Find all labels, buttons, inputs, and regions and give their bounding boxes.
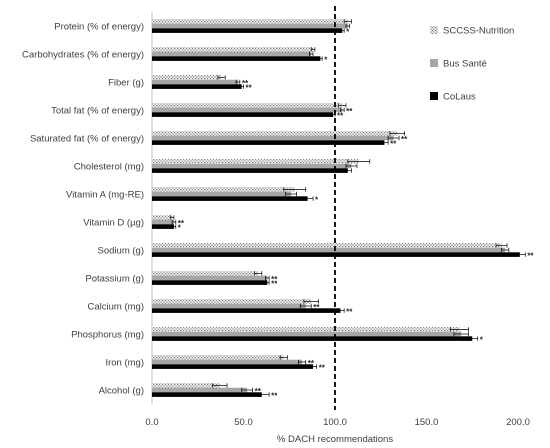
significance-marker: **	[346, 107, 353, 116]
legend-swatch-colaus	[430, 92, 438, 100]
bar-sccss-nutrition-phosphorus-mg	[152, 327, 460, 332]
significance-marker: *	[315, 196, 319, 205]
significance-marker: **	[346, 308, 353, 317]
x-tick-label: 0.0	[145, 417, 158, 428]
x-axis-title: % DACH recommendations	[277, 434, 393, 445]
bars: *************************************	[152, 19, 534, 401]
category-label-total-fat-of-energy: Total fat (% of energy)	[51, 106, 144, 117]
bar-colaus-fiber-g	[152, 84, 242, 89]
bar-sccss-nutrition-vitamin-d-g	[152, 215, 173, 220]
category-label-carbohydrates-of-energy: Carbohydrates (% of energy)	[22, 50, 144, 61]
bar-sccss-nutrition-total-fat-of-energy	[152, 103, 343, 108]
significance-marker: *	[178, 224, 182, 233]
legend-swatch-bus-sant	[430, 59, 438, 67]
x-tick-label: 50.0	[234, 417, 253, 428]
bar-bus-sant-total-fat-of-energy	[152, 107, 343, 113]
bar-bus-sant-fiber-g	[152, 79, 239, 85]
bar-colaus-calcium-mg	[152, 308, 341, 313]
legend-label-sccss-nutrition: SCCSS-Nutrition	[443, 26, 514, 37]
bar-sccss-nutrition-sodium-g	[152, 243, 502, 248]
bar-colaus-alcohol-g	[152, 392, 262, 397]
bar-bus-sant-vitamin-a-mg-re	[152, 191, 292, 197]
bar-colaus-potassium-g	[152, 280, 268, 285]
significance-marker: **	[178, 219, 185, 228]
bar-sccss-nutrition-fiber-g	[152, 75, 222, 80]
category-labels: Protein (% of energy) Carbohydrates (% of…	[22, 22, 144, 397]
bar-colaus-total-fat-of-energy	[152, 112, 334, 117]
bar-sccss-nutrition-calcium-mg	[152, 299, 312, 304]
bar-bus-sant-saturated-fat-of-energy	[152, 135, 394, 141]
bar-bus-sant-sodium-g	[152, 247, 506, 253]
significance-marker: **	[246, 84, 253, 93]
significance-marker: **	[313, 303, 320, 312]
significance-marker: **	[271, 275, 278, 284]
category-label-potassium-g: Potassium (g)	[85, 274, 144, 285]
bar-colaus-sodium-g	[152, 252, 520, 257]
bar-bus-sant-cholesterol-mg	[152, 163, 352, 169]
bar-colaus-vitamin-d-g	[152, 224, 174, 229]
bar-sccss-nutrition-iron-mg	[152, 355, 284, 360]
bar-bus-sant-phosphorus-mg	[152, 331, 462, 337]
legend-label-bus-sant: Bus Santé	[443, 59, 487, 70]
significance-marker: **	[390, 140, 397, 149]
bar-bus-sant-calcium-mg	[152, 303, 306, 309]
category-label-saturated-fat-of-energy: Saturated fat (% of energy)	[30, 134, 144, 145]
significance-marker: **	[337, 112, 344, 121]
category-label-calcium-mg: Calcium (mg)	[88, 302, 144, 313]
category-label-phosphorus-mg: Phosphorus (mg)	[71, 330, 144, 341]
significance-marker: **	[271, 392, 278, 401]
bar-sccss-nutrition-alcohol-g	[152, 383, 220, 388]
bar-bus-sant-alcohol-g	[152, 387, 248, 393]
category-label-alcohol-g: Alcohol (g)	[99, 386, 144, 397]
bar-sccss-nutrition-potassium-g	[152, 271, 259, 276]
legend-swatch-sccss-nutrition	[430, 26, 438, 34]
bar-bus-sant-potassium-g	[152, 275, 268, 281]
legend-label-colaus: CoLaus	[443, 92, 476, 103]
bar-colaus-phosphorus-mg	[152, 336, 473, 341]
bar-colaus-protein-of-energy	[152, 28, 343, 33]
bar-sccss-nutrition-cholesterol-mg	[152, 159, 359, 164]
category-label-iron-mg: Iron (mg)	[105, 358, 144, 369]
x-tick-label: 100.0	[323, 417, 347, 428]
bar-bus-sant-vitamin-d-g	[152, 219, 174, 225]
category-label-protein-of-energy: Protein (% of energy)	[54, 22, 144, 33]
x-tick-label: 150.0	[415, 417, 439, 428]
bar-colaus-saturated-fat-of-energy	[152, 140, 385, 145]
tick-labels: 0.0 50.0 100.0 150.0 200.0	[145, 417, 530, 428]
category-label-vitamin-a-mg-re: Vitamin A (mg-RE)	[66, 190, 144, 201]
bar-colaus-vitamin-a-mg-re	[152, 196, 308, 201]
bar-sccss-nutrition-vitamin-a-mg-re	[152, 187, 295, 192]
bar-colaus-cholesterol-mg	[152, 168, 348, 173]
bar-bus-sant-protein-of-energy	[152, 23, 348, 29]
significance-marker: *	[324, 56, 328, 65]
bar-sccss-nutrition-protein-of-energy	[152, 19, 348, 24]
bar-colaus-carbohydrates-of-energy	[152, 56, 321, 61]
x-tick-label: 200.0	[506, 417, 530, 428]
bar-sccss-nutrition-carbohydrates-of-energy	[152, 47, 314, 52]
bar-sccss-nutrition-saturated-fat-of-energy	[152, 131, 398, 136]
significance-marker: **	[319, 364, 326, 373]
bar-bus-sant-carbohydrates-of-energy	[152, 51, 312, 57]
legend: SCCSS-Nutrition Bus Santé CoLaus	[430, 26, 514, 103]
category-label-vitamin-d-g: Vitamin D (µg)	[83, 218, 144, 229]
bar-colaus-iron-mg	[152, 364, 314, 369]
category-label-sodium-g: Sodium (g)	[98, 246, 144, 257]
significance-marker: **	[401, 135, 408, 144]
significance-marker: **	[242, 79, 249, 88]
significance-marker: **	[527, 252, 534, 261]
significance-marker: *	[480, 336, 484, 345]
significance-marker: **	[308, 359, 315, 368]
category-label-cholesterol-mg: Cholesterol (mg)	[74, 162, 144, 173]
significance-marker: *	[346, 28, 350, 37]
significance-marker: **	[255, 387, 262, 396]
significance-marker: **	[271, 280, 278, 289]
category-label-fiber-g: Fiber (g)	[108, 78, 144, 89]
bar-bus-sant-iron-mg	[152, 359, 303, 365]
